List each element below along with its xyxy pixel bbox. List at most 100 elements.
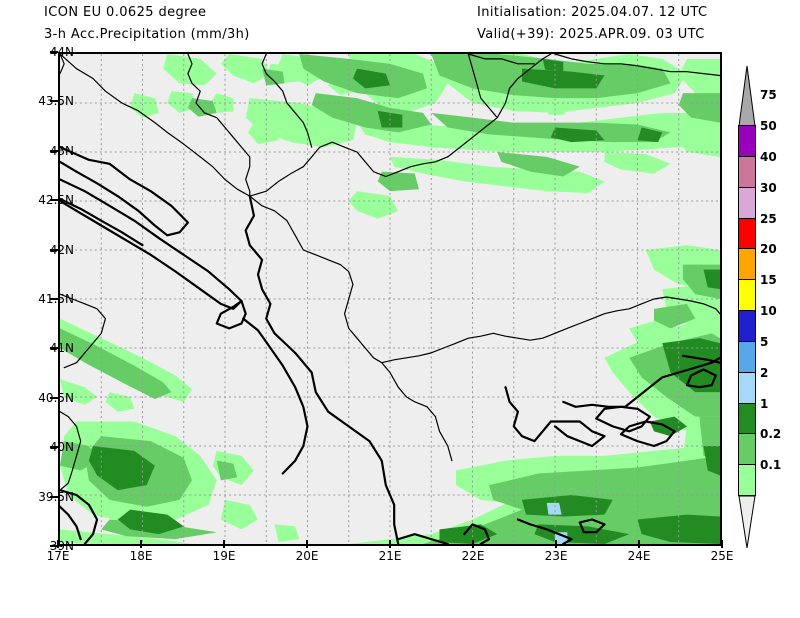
precipitation-contour: [678, 58, 720, 99]
precipitation-contour: [497, 152, 580, 177]
colorbar-tick-label: 40: [760, 149, 777, 164]
colorbar-divider: [738, 310, 756, 311]
country-border-path: [381, 318, 593, 364]
precipitation-contour: [248, 122, 279, 145]
country-border-path: [467, 54, 498, 119]
colorbar[interactable]: [738, 125, 756, 496]
y-axis-tick-mark: [50, 396, 58, 399]
colorbar-tick-label: 1: [760, 396, 769, 411]
precipitation-contour: [390, 156, 605, 194]
y-axis-tick-label: 40N: [49, 440, 74, 455]
coastline-path: [60, 146, 190, 237]
coastline-path: [463, 523, 491, 544]
y-axis-tick-label: 44N: [49, 45, 74, 59]
y-axis-tick-mark: [50, 199, 58, 202]
precipitation-contour: [678, 93, 720, 123]
precipitation-contour: [60, 328, 172, 399]
precipitation-contour: [117, 509, 184, 535]
x-axis-tick-label: 17E: [46, 549, 70, 563]
colorbar-segment[interactable]: [738, 403, 756, 435]
colorbar-tick-label: 50: [760, 119, 777, 133]
country-border-path: [187, 54, 251, 197]
x-axis-tick-mark: [638, 540, 640, 548]
precipitation-contour: [262, 68, 285, 86]
precipitation-contour: [546, 103, 565, 115]
precipitation-contour: [220, 499, 258, 530]
precipitation-contour: [654, 303, 696, 329]
country-border-path: [261, 54, 313, 148]
colorbar-tick-label: 10: [760, 304, 777, 318]
x-axis-tick-mark: [57, 540, 59, 548]
colorbar-divider: [738, 371, 756, 373]
colorbar-segment[interactable]: [738, 465, 756, 496]
x-axis-tick-mark: [223, 540, 225, 548]
colorbar-segment[interactable]: [738, 218, 756, 250]
precipitation-contour: [88, 446, 155, 491]
country-border-path: [60, 411, 82, 491]
colorbar-divider: [738, 186, 756, 188]
precipitation-contour: [377, 171, 419, 192]
x-axis-tick-mark: [140, 540, 142, 548]
y-axis-tick-label: 42N: [49, 242, 74, 257]
coastline-path: [242, 317, 309, 475]
precipitation-contour: [489, 455, 720, 510]
y-axis-tick-mark: [50, 298, 58, 300]
colorbar-tick-label: 0.2: [760, 427, 782, 442]
x-axis-tick-mark: [721, 540, 723, 548]
colorbar-divider: [738, 248, 756, 250]
coastline-path: [244, 195, 400, 544]
coastline-path: [397, 533, 449, 544]
x-axis-tick-mark: [555, 540, 557, 548]
colorbar-segment[interactable]: [738, 341, 756, 373]
colorbar-segment[interactable]: [738, 372, 756, 404]
precipitation-contour: [703, 446, 720, 476]
precipitation-contour: [703, 269, 720, 290]
colorbar-segment[interactable]: [738, 434, 756, 466]
coastline-and-borders: [60, 54, 720, 544]
colorbar-divider: [738, 340, 756, 342]
country-border-path: [447, 54, 552, 158]
precipitation-contour: [522, 495, 613, 517]
precipitation-field: [60, 54, 720, 544]
coastline-path: [504, 386, 606, 448]
colorbar-segment[interactable]: [738, 156, 756, 188]
coastline-path: [516, 518, 573, 544]
map-plot-area[interactable]: [58, 52, 722, 546]
colorbar-divider: [738, 125, 756, 126]
precipitation-contour: [542, 58, 564, 72]
colorbar-segment[interactable]: [738, 280, 756, 311]
colorbar-segment[interactable]: [738, 126, 756, 157]
precipitation-contour: [352, 68, 390, 89]
colorbar-tick-label: 15: [760, 273, 777, 288]
x-axis-tick-mark: [306, 540, 308, 548]
colorbar-divider: [738, 279, 756, 281]
x-axis-tick-label: 19E: [212, 549, 236, 563]
colorbar-segment[interactable]: [738, 249, 756, 281]
precipitation-contour: [105, 392, 135, 412]
colorbar-divider: [738, 433, 756, 435]
x-axis-tick-label: 25E: [710, 549, 734, 563]
country-border-path: [591, 296, 720, 320]
country-border-path: [467, 54, 536, 65]
colorbar-divider: [738, 217, 756, 219]
precipitation-contour: [274, 524, 300, 543]
x-axis-tick-label: 20E: [295, 549, 319, 563]
colorbar-segment[interactable]: [738, 311, 756, 342]
colorbar-divider: [738, 402, 756, 404]
colorbar-tick-label: 30: [760, 180, 777, 195]
precipitation-contour: [662, 338, 720, 393]
header-field-line: 3-h Acc.Precipitation (mm/3h): [44, 27, 250, 42]
coastline-path: [60, 197, 144, 247]
precipitation-contour: [60, 441, 98, 471]
x-axis-tick-label: 23E: [544, 549, 568, 563]
y-axis-tick-mark: [50, 545, 58, 547]
coastline-path: [215, 299, 247, 330]
country-border-path: [60, 54, 65, 75]
colorbar-segment[interactable]: [738, 187, 756, 219]
precipitation-contour: [522, 68, 605, 89]
precipitation-contour: [604, 152, 671, 174]
precipitation-contour: [210, 93, 234, 113]
coastline-path: [60, 505, 82, 541]
y-axis-tick-mark: [50, 100, 58, 103]
precipitation-contour: [348, 191, 399, 219]
